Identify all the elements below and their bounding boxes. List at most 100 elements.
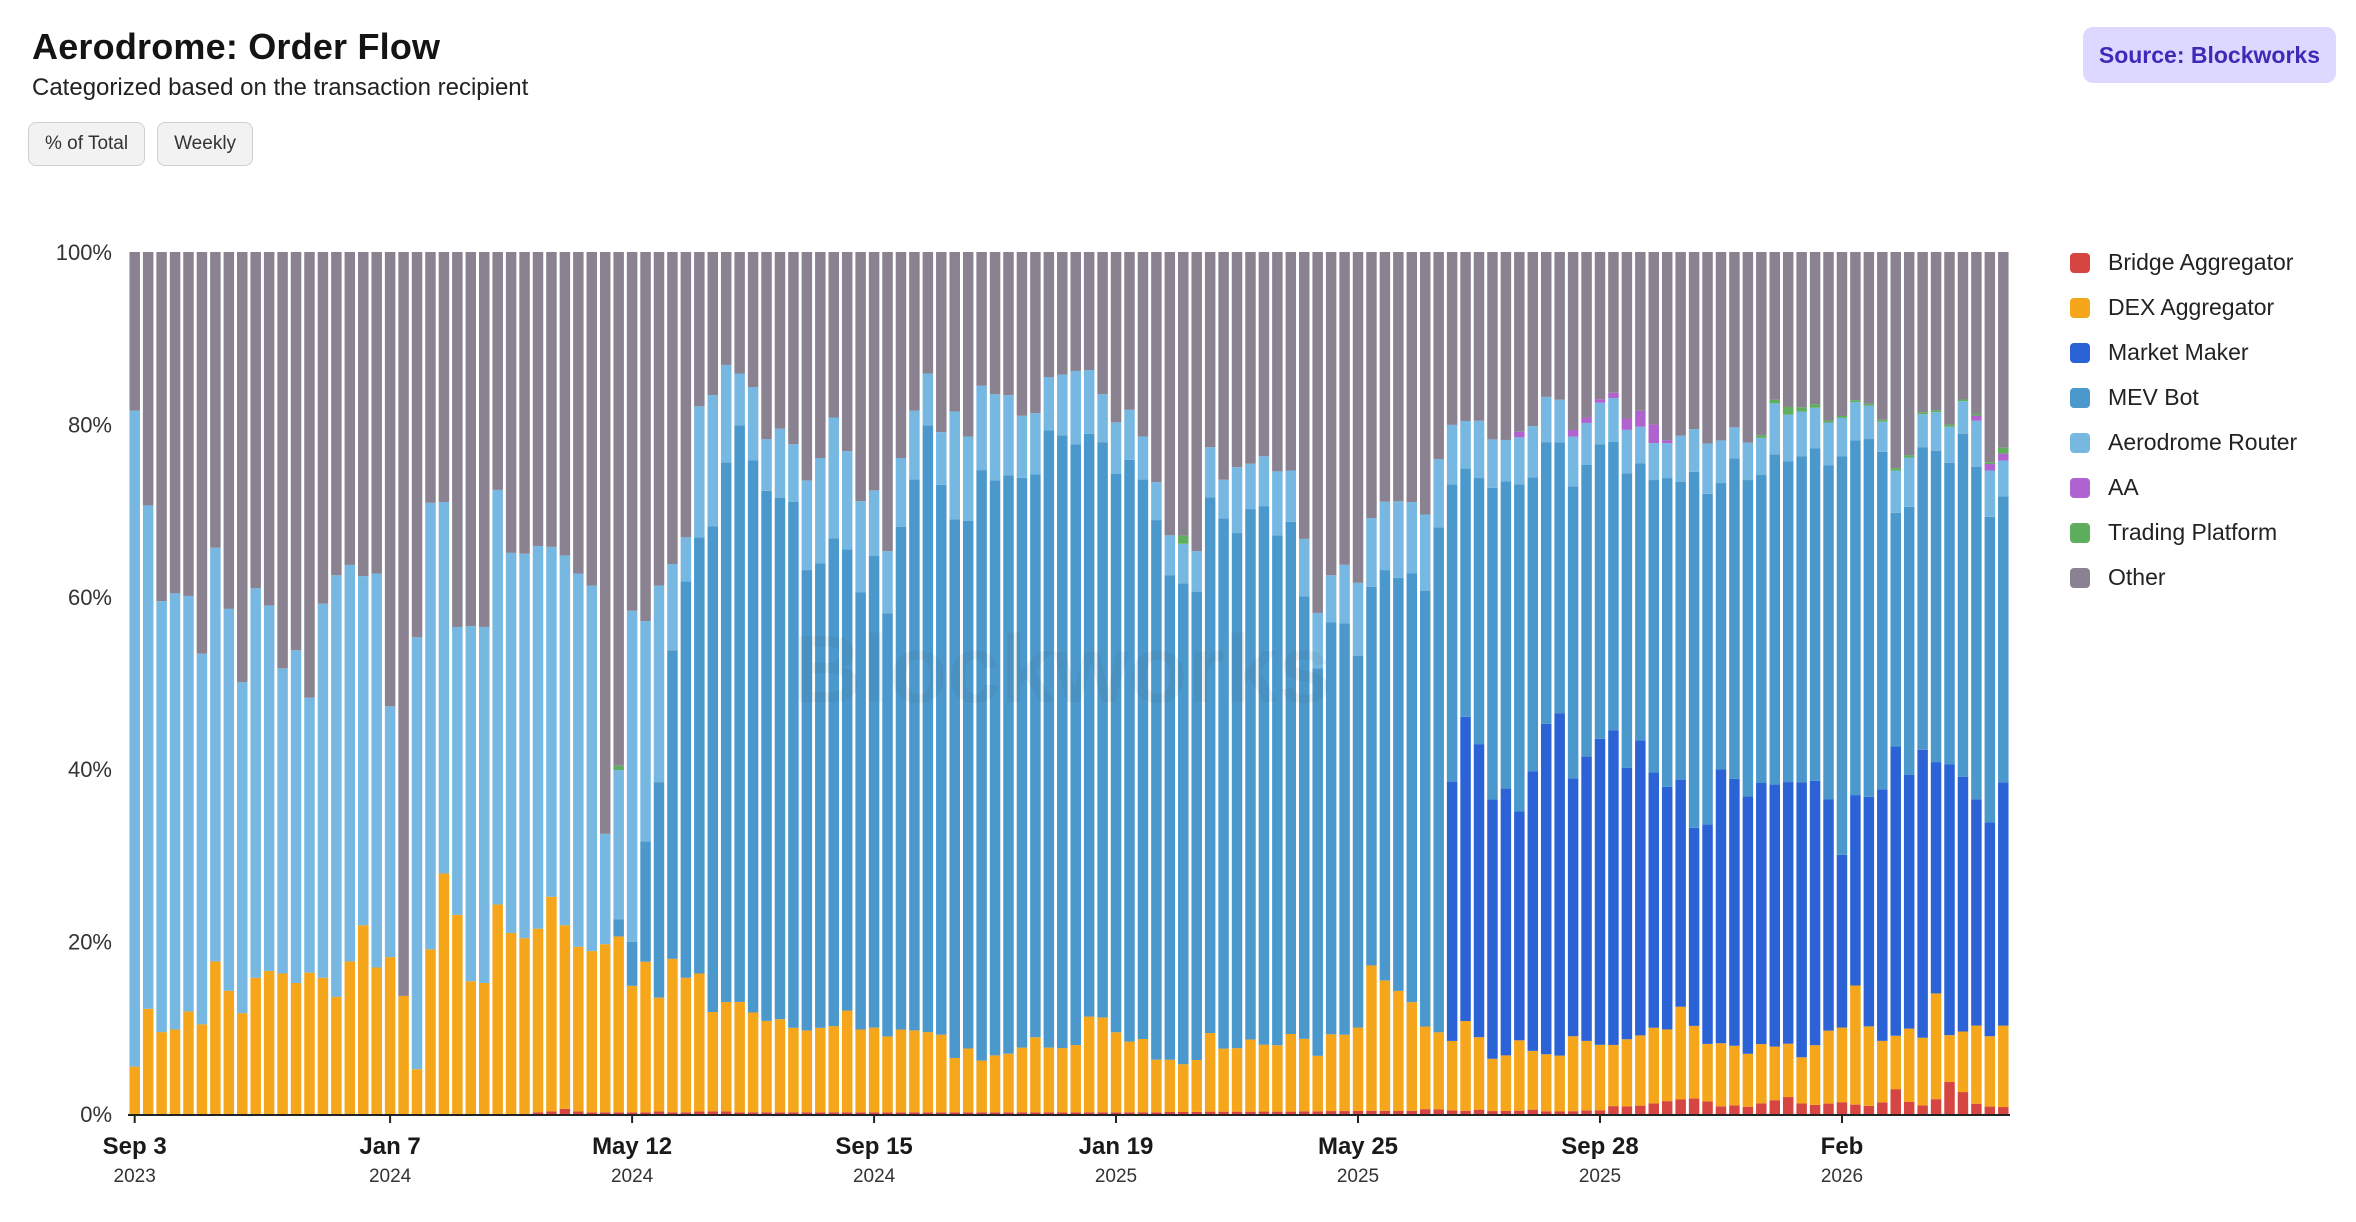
bar-aerodrome-router-33[interactable] <box>573 573 584 947</box>
bar-dex-aggregator-103[interactable] <box>1514 1040 1525 1111</box>
bar-aerodrome-router-129[interactable] <box>1863 405 1875 440</box>
bar-market-maker-115[interactable] <box>1675 779 1686 1007</box>
bar-aerodrome-router-46[interactable] <box>747 387 759 461</box>
bar-mev-bot-107[interactable] <box>1567 486 1579 779</box>
bar-trading-platform-134[interactable] <box>1930 410 1942 413</box>
bar-bridge-aggregator-115[interactable] <box>1675 1099 1686 1115</box>
bar-aerodrome-router-116[interactable] <box>1688 429 1700 472</box>
bar-aa-138[interactable] <box>1984 464 1996 471</box>
bar-market-maker-137[interactable] <box>1971 799 1982 1026</box>
bar-dex-aggregator-95[interactable] <box>1406 1002 1418 1111</box>
bar-dex-aggregator-105[interactable] <box>1540 1054 1552 1112</box>
bar-bridge-aggregator-86[interactable] <box>1285 1111 1297 1114</box>
bar-aerodrome-router-7[interactable] <box>223 608 235 991</box>
bar-bridge-aggregator-30[interactable] <box>532 1112 544 1114</box>
bar-other-50[interactable] <box>801 252 813 481</box>
bar-other-132[interactable] <box>1903 252 1915 456</box>
bar-dex-aggregator-44[interactable] <box>720 1001 732 1112</box>
bar-trading-platform-36[interactable] <box>613 765 624 771</box>
bar-other-77[interactable] <box>1164 252 1176 536</box>
bar-dex-aggregator-34[interactable] <box>586 951 598 1113</box>
bar-other-129[interactable] <box>1863 252 1875 404</box>
bar-aerodrome-router-104[interactable] <box>1527 426 1539 478</box>
bar-dex-aggregator-46[interactable] <box>747 1012 759 1113</box>
bar-trading-platform-137[interactable] <box>1971 413 1982 416</box>
bar-other-107[interactable] <box>1567 252 1579 431</box>
bar-bridge-aggregator-79[interactable] <box>1191 1111 1202 1114</box>
bar-aerodrome-router-83[interactable] <box>1245 463 1256 510</box>
bar-aerodrome-router-115[interactable] <box>1675 435 1686 482</box>
bar-aa-113[interactable] <box>1648 424 1660 444</box>
bar-dex-aggregator-124[interactable] <box>1796 1057 1807 1104</box>
bar-aerodrome-router-74[interactable] <box>1124 409 1135 460</box>
bar-dex-aggregator-55[interactable] <box>868 1027 880 1113</box>
bar-trading-platform-121[interactable] <box>1756 435 1767 438</box>
bar-market-maker-131[interactable] <box>1890 746 1901 1036</box>
bar-dex-aggregator-14[interactable] <box>317 977 329 1114</box>
bar-aerodrome-router-117[interactable] <box>1702 443 1713 494</box>
bar-bridge-aggregator-116[interactable] <box>1688 1098 1700 1114</box>
bar-mev-bot-96[interactable] <box>1419 590 1431 1027</box>
bar-aerodrome-router-80[interactable] <box>1204 447 1216 498</box>
bar-aerodrome-router-4[interactable] <box>183 595 194 1012</box>
bar-mev-bot-109[interactable] <box>1594 444 1606 739</box>
bar-aerodrome-router-66[interactable] <box>1016 415 1028 478</box>
bar-bridge-aggregator-117[interactable] <box>1702 1101 1713 1114</box>
bar-dex-aggregator-130[interactable] <box>1877 1040 1888 1103</box>
bar-other-12[interactable] <box>290 252 302 651</box>
bar-other-22[interactable] <box>425 252 436 503</box>
bar-other-76[interactable] <box>1151 252 1162 483</box>
bar-dex-aggregator-110[interactable] <box>1608 1044 1619 1107</box>
bar-mev-bot-121[interactable] <box>1756 475 1767 783</box>
legend-item-market-maker[interactable]: Market Maker <box>2070 330 2297 375</box>
bar-dex-aggregator-125[interactable] <box>1809 1045 1821 1105</box>
bar-aerodrome-router-137[interactable] <box>1971 420 1982 467</box>
bar-aerodrome-router-2[interactable] <box>156 601 167 1033</box>
bar-other-17[interactable] <box>358 252 369 577</box>
bar-dex-aggregator-112[interactable] <box>1635 1035 1646 1106</box>
bar-aerodrome-router-69[interactable] <box>1057 374 1068 436</box>
bar-bridge-aggregator-129[interactable] <box>1863 1105 1875 1114</box>
bar-bridge-aggregator-101[interactable] <box>1487 1111 1498 1114</box>
bar-dex-aggregator-73[interactable] <box>1110 1032 1122 1113</box>
legend-item-aerodrome-router[interactable]: Aerodrome Router <box>2070 420 2297 465</box>
bar-aerodrome-router-36[interactable] <box>613 770 624 920</box>
bar-other-65[interactable] <box>1003 252 1014 396</box>
bar-aerodrome-router-82[interactable] <box>1231 467 1243 534</box>
bar-dex-aggregator-94[interactable] <box>1393 990 1404 1111</box>
bar-bridge-aggregator-62[interactable] <box>962 1112 974 1114</box>
bar-dex-aggregator-97[interactable] <box>1433 1032 1444 1110</box>
bar-dex-aggregator-28[interactable] <box>505 932 517 1114</box>
bar-aerodrome-router-17[interactable] <box>358 576 369 926</box>
bar-bridge-aggregator-133[interactable] <box>1917 1105 1928 1114</box>
bar-other-4[interactable] <box>183 252 194 596</box>
bar-aerodrome-router-89[interactable] <box>1325 575 1337 623</box>
bar-market-maker-121[interactable] <box>1756 783 1767 1045</box>
bar-aerodrome-router-75[interactable] <box>1137 436 1149 480</box>
bar-bridge-aggregator-122[interactable] <box>1769 1100 1780 1114</box>
bar-aerodrome-router-132[interactable] <box>1903 457 1915 507</box>
bar-bridge-aggregator-107[interactable] <box>1567 1111 1579 1114</box>
bar-other-52[interactable] <box>828 252 839 418</box>
bar-aerodrome-router-54[interactable] <box>855 501 866 593</box>
bar-aa-112[interactable] <box>1635 410 1646 427</box>
bar-dex-aggregator-54[interactable] <box>855 1029 866 1113</box>
bar-bridge-aggregator-109[interactable] <box>1594 1110 1606 1114</box>
bar-trading-platform-122[interactable] <box>1769 399 1780 404</box>
bar-bridge-aggregator-70[interactable] <box>1070 1112 1081 1114</box>
bar-mev-bot-88[interactable] <box>1312 668 1323 1056</box>
bar-bridge-aggregator-132[interactable] <box>1903 1101 1915 1114</box>
bar-bridge-aggregator-36[interactable] <box>613 1112 624 1114</box>
bar-aerodrome-router-81[interactable] <box>1218 479 1229 519</box>
bar-other-63[interactable] <box>976 252 987 386</box>
bar-aerodrome-router-8[interactable] <box>237 682 248 1014</box>
bar-bridge-aggregator-80[interactable] <box>1204 1111 1216 1114</box>
bar-mev-bot-90[interactable] <box>1339 623 1350 1035</box>
bar-bridge-aggregator-103[interactable] <box>1514 1110 1525 1114</box>
percent-of-total-button[interactable]: % of Total <box>28 122 146 166</box>
bar-other-100[interactable] <box>1473 252 1485 421</box>
bar-mev-bot-55[interactable] <box>868 556 880 1028</box>
bar-mev-bot-48[interactable] <box>774 497 786 1020</box>
bar-other-108[interactable] <box>1581 252 1592 418</box>
bar-bridge-aggregator-57[interactable] <box>895 1112 907 1114</box>
